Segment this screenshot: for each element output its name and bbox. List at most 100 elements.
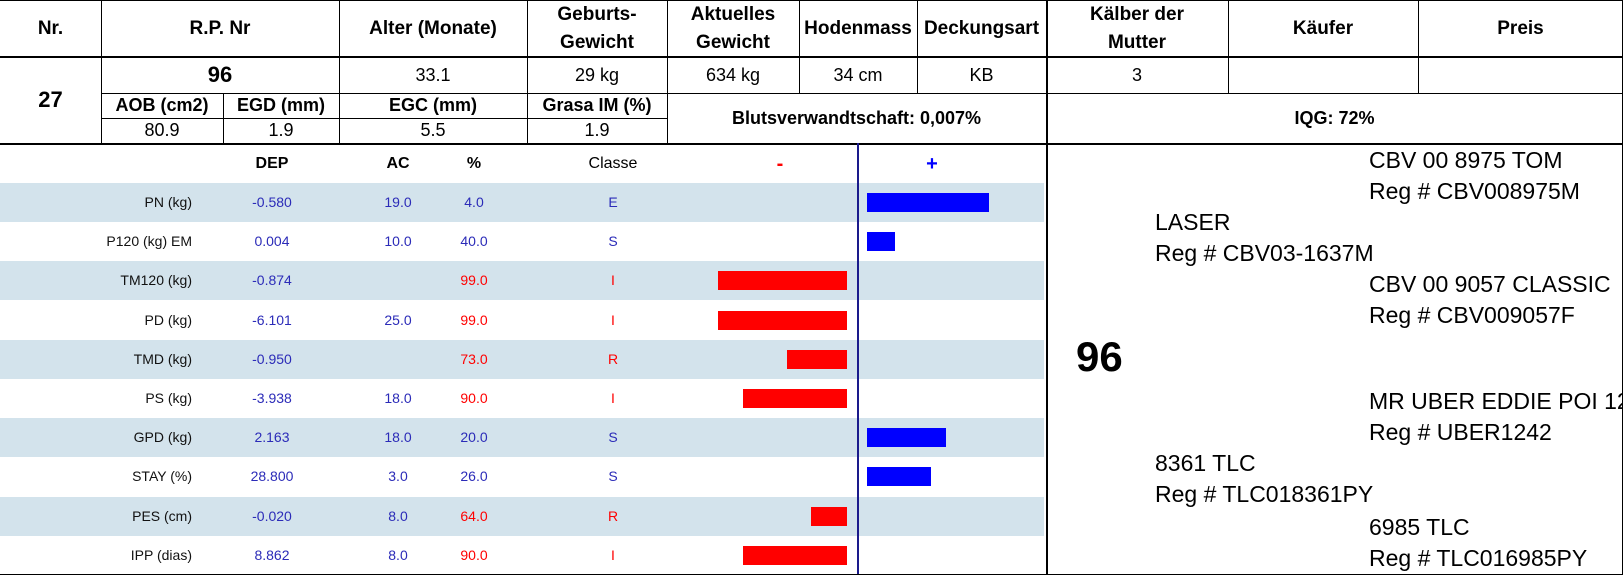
header-aktuelles-line2: Gewicht xyxy=(696,31,770,53)
epd-row: PES (cm) -0.020 8.0 64.0 R xyxy=(0,496,1044,536)
trait-ac: 19.0 xyxy=(384,194,412,210)
trait-percent: 99.0 xyxy=(460,311,488,328)
trait-dep: 0.004 xyxy=(254,233,290,250)
aob-label: AOB (cm2) xyxy=(115,95,209,115)
animal-deckungsart: KB xyxy=(969,64,994,85)
header-nr: Nr. xyxy=(37,17,64,39)
header-rp-nr: R.P. Nr xyxy=(189,17,251,39)
trait-class: S xyxy=(608,233,618,250)
trait-ac: 25.0 xyxy=(384,311,412,328)
negative-bar xyxy=(787,349,847,369)
epd-row: PS (kg) -3.938 18.0 90.0 I xyxy=(0,379,1044,418)
grid-line xyxy=(0,56,1623,58)
animal-preis[interactable] xyxy=(1418,57,1623,93)
minus-sign: - xyxy=(776,153,784,175)
grid-line xyxy=(527,0,528,143)
trait-ac xyxy=(366,261,430,300)
col-classe: Classe xyxy=(588,155,638,172)
negative-bar xyxy=(743,389,847,408)
trait-dep: -0.580 xyxy=(252,194,292,210)
negative-bar xyxy=(718,271,847,291)
trait-ac xyxy=(366,340,430,379)
grid-line xyxy=(667,0,668,143)
col-dep: DEP xyxy=(255,155,289,172)
animal-nr: 27 xyxy=(38,87,63,112)
epd-row: P120 (kg) EM 0.004 10.0 40.0 S xyxy=(0,222,1044,261)
header-deckungsart: Deckungsart xyxy=(923,17,1040,39)
trait-name: PES (cm) xyxy=(132,507,192,524)
trait-ac: 8.0 xyxy=(388,507,408,524)
pedigree-sire-sire-reg: Reg # CBV008975M xyxy=(1369,178,1580,204)
positive-bar xyxy=(867,428,947,448)
plus-sign: + xyxy=(926,153,938,175)
header-preis: Preis xyxy=(1497,17,1544,39)
trait-percent: 64.0 xyxy=(460,507,488,524)
zero-axis xyxy=(857,143,859,575)
trait-percent: 26.0 xyxy=(460,468,488,485)
epd-row: PD (kg) -6.101 25.0 99.0 I xyxy=(0,301,1044,340)
grid-line xyxy=(0,0,1623,1)
pedigree-sire-name: LASER xyxy=(1155,209,1231,235)
pedigree-dam-sire-reg: Reg # UBER1242 xyxy=(1369,419,1552,445)
epd-row: STAY (%) 28.800 3.0 26.0 S xyxy=(0,457,1044,496)
grid-line xyxy=(799,0,800,93)
trait-class: S xyxy=(608,429,618,446)
header-kaelber-line2: Mutter xyxy=(1107,31,1167,53)
grasa-label: Grasa IM (%) xyxy=(542,95,652,115)
grid-line xyxy=(1418,0,1419,93)
grid-line xyxy=(1046,0,1048,575)
grid-line xyxy=(0,143,1623,145)
pedigree-dam-name: 8361 TLC xyxy=(1155,450,1256,476)
pedigree-animal-id: 96 xyxy=(1076,333,1123,380)
epd-row: GPD (kg) 2.163 18.0 20.0 S xyxy=(0,418,1044,458)
grasa-value: 1.9 xyxy=(584,120,610,140)
trait-class: I xyxy=(611,390,615,406)
pedigree-dam-dam-reg: Reg # TLC016985PY xyxy=(1369,545,1588,571)
animal-hodenmass: 34 cm xyxy=(833,64,883,85)
grid-line xyxy=(101,0,102,143)
trait-percent: 4.0 xyxy=(464,194,484,210)
trait-ac: 3.0 xyxy=(388,468,408,485)
pedigree-sire-dam-name: CBV 00 9057 CLASSIC xyxy=(1369,271,1611,297)
trait-class: R xyxy=(607,350,619,367)
blutsverwandtschaft: Blutsverwandtschaft: 0,007% xyxy=(731,107,982,128)
grid-line xyxy=(101,93,667,94)
trait-ac: 18.0 xyxy=(384,429,412,446)
animal-kaeufer[interactable] xyxy=(1228,57,1418,93)
epd-row: PN (kg) -0.580 19.0 4.0 E xyxy=(0,183,1044,222)
trait-ac: 10.0 xyxy=(384,233,412,250)
negative-bar xyxy=(810,506,847,526)
trait-class: I xyxy=(611,546,615,563)
positive-bar xyxy=(867,232,896,252)
trait-dep: -0.874 xyxy=(252,272,292,289)
egc-label: EGC (mm) xyxy=(388,95,477,115)
grid-line xyxy=(101,118,667,119)
trait-name: TMD (kg) xyxy=(133,350,192,367)
trait-percent: 90.0 xyxy=(460,546,488,563)
negative-bar xyxy=(743,545,847,565)
trait-name: STAY (%) xyxy=(132,468,192,485)
trait-name: PN (kg) xyxy=(144,194,192,210)
grid-line xyxy=(667,93,1623,94)
trait-dep: -0.950 xyxy=(252,350,292,367)
pedigree-dam-reg: Reg # TLC018361PY xyxy=(1155,481,1374,507)
header-aktuelles-line1: Aktuelles xyxy=(690,3,776,25)
trait-dep: -0.020 xyxy=(252,507,292,524)
trait-dep: 8.862 xyxy=(254,546,290,563)
header-alter: Alter (Monate) xyxy=(369,17,497,39)
epd-row: TM120 (kg) -0.874 99.0 I xyxy=(0,261,1044,301)
header-kaeufer: Käufer xyxy=(1292,17,1354,39)
grid-line xyxy=(339,0,340,143)
egd-label: EGD (mm) xyxy=(236,95,325,115)
pedigree-dam-sire-name: MR UBER EDDIE POI 1242 xyxy=(1369,388,1623,414)
grid-line xyxy=(917,0,918,93)
animal-aktuelles-gewicht: 634 kg xyxy=(705,64,761,85)
trait-class: I xyxy=(611,311,615,328)
epd-row: TMD (kg) -0.950 73.0 R xyxy=(0,339,1044,379)
col-pct: % xyxy=(466,155,482,172)
trait-percent: 40.0 xyxy=(460,233,488,250)
positive-bar xyxy=(867,193,989,212)
trait-dep: 2.163 xyxy=(254,429,290,446)
trait-dep: -3.938 xyxy=(252,390,292,406)
header-hodenmass: Hodenmass xyxy=(804,17,912,39)
